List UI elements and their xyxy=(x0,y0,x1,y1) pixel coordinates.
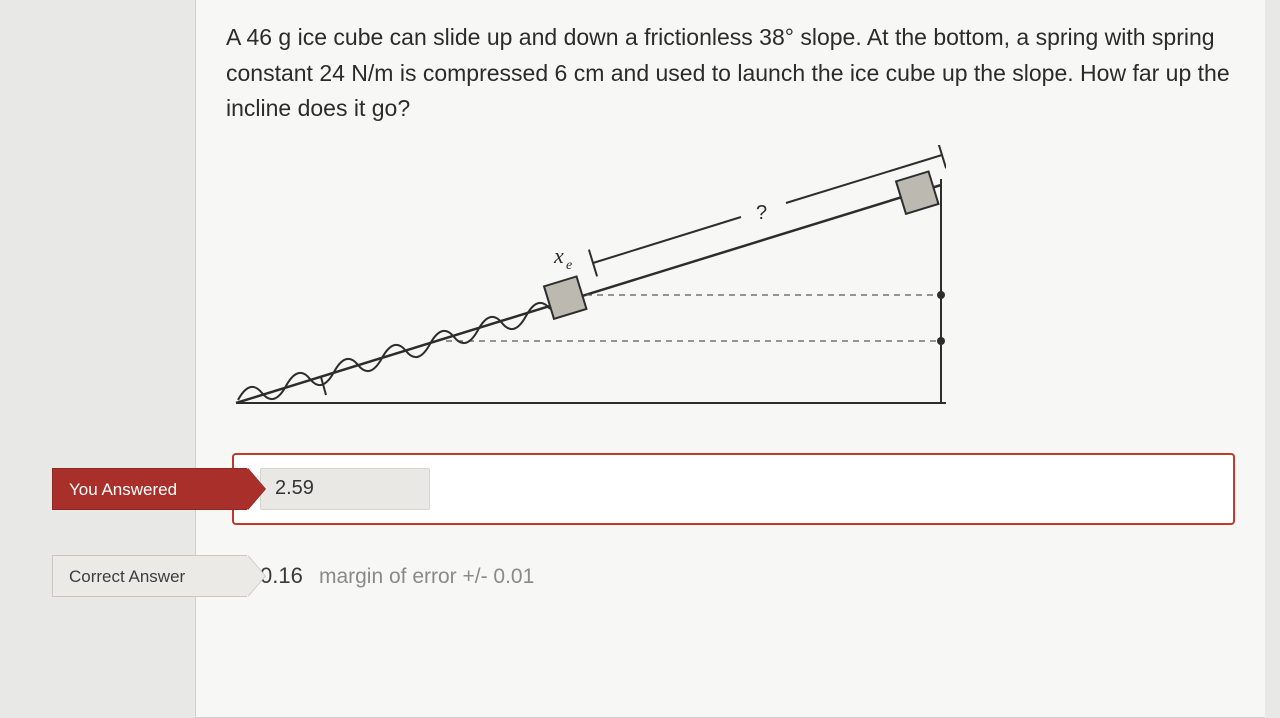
correct-value: 0.16 xyxy=(260,563,303,588)
physics-figure: ? x e xyxy=(226,145,1235,425)
correct-answer-text: 0.16 margin of error +/- 0.01 xyxy=(260,563,534,589)
correct-answer-row: Correct Answer 0.16 margin of error +/- … xyxy=(226,551,1235,601)
your-answer-value: 2.59 xyxy=(260,468,430,510)
your-answer-box: 2.59 xyxy=(232,453,1235,525)
you-answered-row: You Answered 2.59 xyxy=(226,453,1235,525)
correct-answer-tag: Correct Answer xyxy=(52,555,247,597)
margin-of-error: margin of error +/- 0.01 xyxy=(319,565,534,588)
question-card: A 46 g ice cube can slide up and down a … xyxy=(195,0,1265,718)
you-answered-tag: You Answered xyxy=(52,468,247,510)
svg-text:e: e xyxy=(566,258,572,273)
xe-label: x xyxy=(553,243,564,268)
question-text: A 46 g ice cube can slide up and down a … xyxy=(226,20,1235,127)
unknown-label: ? xyxy=(756,202,767,224)
